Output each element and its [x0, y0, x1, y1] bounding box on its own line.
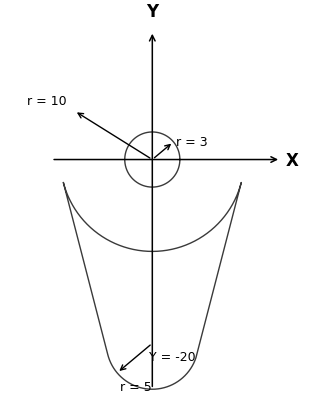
Text: r = 10: r = 10: [27, 95, 67, 108]
Text: r = 3: r = 3: [176, 136, 208, 149]
Text: Y = -20: Y = -20: [149, 350, 196, 363]
Text: Y: Y: [146, 3, 158, 21]
Text: X: X: [286, 151, 298, 169]
Text: r = 5: r = 5: [120, 380, 151, 393]
